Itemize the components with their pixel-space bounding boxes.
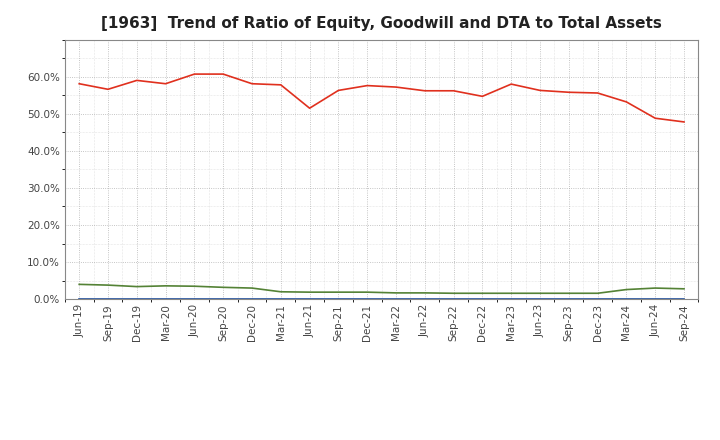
Equity (564, 90, 573, 95)
Equity (478, 94, 487, 99)
Goodwill (651, 297, 660, 302)
Goodwill (276, 297, 285, 302)
Goodwill (190, 297, 199, 302)
Goodwill (536, 297, 544, 302)
Equity (363, 83, 372, 88)
Equity (449, 88, 458, 93)
Equity (161, 81, 170, 86)
Goodwill (75, 297, 84, 302)
Deferred Tax Assets (449, 291, 458, 296)
Line: Equity: Equity (79, 74, 684, 122)
Goodwill (392, 297, 400, 302)
Goodwill (449, 297, 458, 302)
Equity (305, 106, 314, 111)
Deferred Tax Assets (161, 283, 170, 289)
Deferred Tax Assets (305, 290, 314, 295)
Goodwill (305, 297, 314, 302)
Goodwill (478, 297, 487, 302)
Goodwill (507, 297, 516, 302)
Goodwill (564, 297, 573, 302)
Line: Deferred Tax Assets: Deferred Tax Assets (79, 284, 684, 293)
Deferred Tax Assets (593, 291, 602, 296)
Goodwill (219, 297, 228, 302)
Equity (276, 82, 285, 88)
Deferred Tax Assets (132, 284, 141, 289)
Equity (536, 88, 544, 93)
Goodwill (334, 297, 343, 302)
Goodwill (248, 297, 256, 302)
Goodwill (104, 297, 112, 302)
Deferred Tax Assets (622, 287, 631, 292)
Equity (104, 87, 112, 92)
Deferred Tax Assets (392, 290, 400, 296)
Equity (680, 119, 688, 125)
Deferred Tax Assets (248, 286, 256, 291)
Equity (593, 90, 602, 95)
Equity (132, 78, 141, 83)
Goodwill (420, 297, 429, 302)
Deferred Tax Assets (190, 284, 199, 289)
Equity (507, 81, 516, 87)
Goodwill (363, 297, 372, 302)
Goodwill (680, 297, 688, 302)
Title: [1963]  Trend of Ratio of Equity, Goodwill and DTA to Total Assets: [1963] Trend of Ratio of Equity, Goodwil… (102, 16, 662, 32)
Goodwill (622, 297, 631, 302)
Deferred Tax Assets (507, 291, 516, 296)
Deferred Tax Assets (420, 290, 429, 296)
Goodwill (161, 297, 170, 302)
Equity (392, 84, 400, 90)
Equity (622, 99, 631, 105)
Equity (190, 71, 199, 77)
Deferred Tax Assets (680, 286, 688, 291)
Deferred Tax Assets (651, 286, 660, 291)
Deferred Tax Assets (334, 290, 343, 295)
Deferred Tax Assets (104, 282, 112, 288)
Deferred Tax Assets (564, 291, 573, 296)
Equity (248, 81, 256, 86)
Equity (420, 88, 429, 93)
Equity (219, 71, 228, 77)
Deferred Tax Assets (276, 289, 285, 294)
Deferred Tax Assets (536, 291, 544, 296)
Deferred Tax Assets (75, 282, 84, 287)
Deferred Tax Assets (219, 285, 228, 290)
Deferred Tax Assets (363, 290, 372, 295)
Equity (334, 88, 343, 93)
Goodwill (593, 297, 602, 302)
Deferred Tax Assets (478, 291, 487, 296)
Goodwill (132, 297, 141, 302)
Equity (651, 116, 660, 121)
Equity (75, 81, 84, 86)
